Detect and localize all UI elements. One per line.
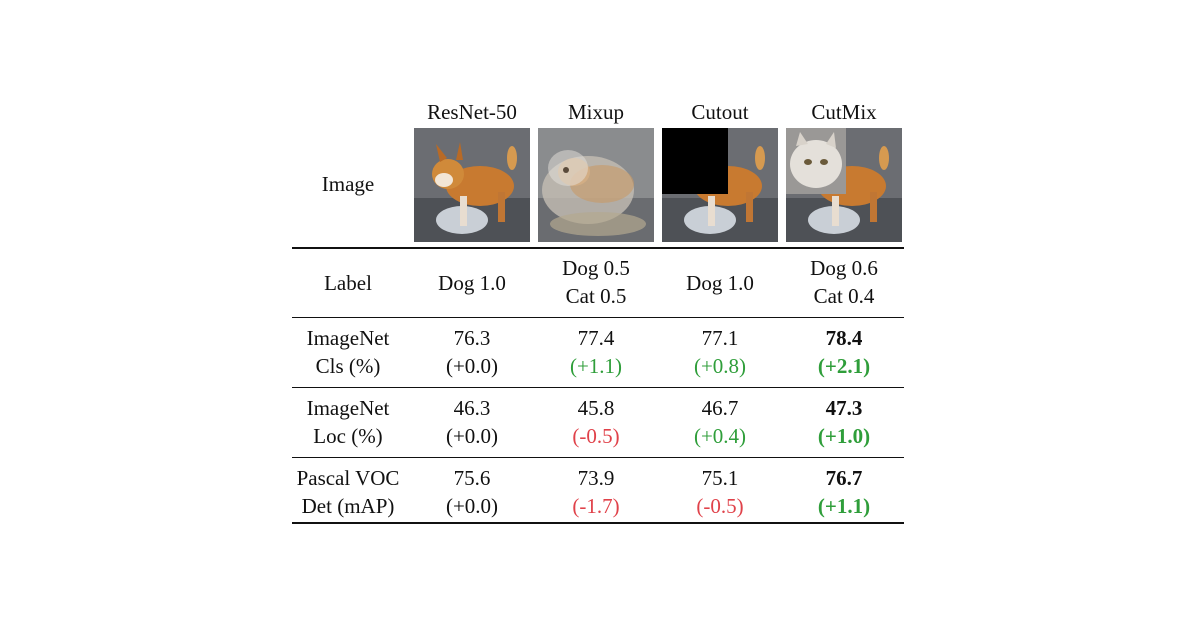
cutmix-image — [786, 128, 902, 242]
cls-cell-cutout: 77.1 (+0.8) — [693, 326, 747, 378]
cls-cell-cutmix: 78.4 (+2.1) — [817, 326, 871, 378]
label-cell-resnet50: Dog 1.0 — [438, 271, 506, 295]
divider-bottom — [292, 522, 904, 524]
divider-label — [292, 317, 904, 318]
loc-cell-cutout: 46.7 (+0.4) — [693, 396, 747, 448]
row-header-det: Pascal VOC Det (mAP) — [296, 466, 400, 518]
det-cell-cutout: 75.1 (-0.5) — [696, 466, 744, 518]
row-header-cls: ImageNet Cls (%) — [306, 326, 390, 378]
cls-cell-resnet50: 76.3 (+0.0) — [445, 326, 499, 378]
cls-cell-mixup: 77.4 (+1.1) — [569, 326, 623, 378]
divider-cls — [292, 387, 904, 388]
row-header-image: Image — [321, 172, 375, 196]
column-header-mixup: Mixup — [567, 100, 624, 124]
loc-cell-mixup: 45.8 (-0.5) — [572, 396, 620, 448]
row-header-label: Label — [324, 271, 372, 295]
det-cell-mixup: 73.9 (-1.7) — [572, 466, 620, 518]
det-cell-resnet50: 75.6 (+0.0) — [445, 466, 499, 518]
resnet50-image — [414, 128, 530, 242]
column-header-cutmix: CutMix — [811, 100, 877, 124]
loc-cell-cutmix: 47.3 (+1.0) — [817, 396, 871, 448]
cutout-image — [662, 128, 778, 242]
label-cell-cutmix: Dog 0.6 Cat 0.4 — [810, 256, 878, 308]
column-header-resnet50: ResNet-50 — [427, 100, 517, 124]
label-cell-cutout: Dog 1.0 — [686, 271, 754, 295]
divider-loc — [292, 457, 904, 458]
loc-cell-resnet50: 46.3 (+0.0) — [445, 396, 499, 448]
row-header-loc: ImageNet Loc (%) — [306, 396, 390, 448]
det-cell-cutmix: 76.7 (+1.1) — [817, 466, 871, 518]
label-cell-mixup: Dog 0.5 Cat 0.5 — [562, 256, 630, 308]
mixup-image — [538, 128, 654, 242]
column-header-cutout: Cutout — [691, 100, 749, 124]
divider-header — [292, 247, 904, 249]
results-table: ResNet-50 Mixup Cutout CutMix Image — [292, 92, 904, 524]
